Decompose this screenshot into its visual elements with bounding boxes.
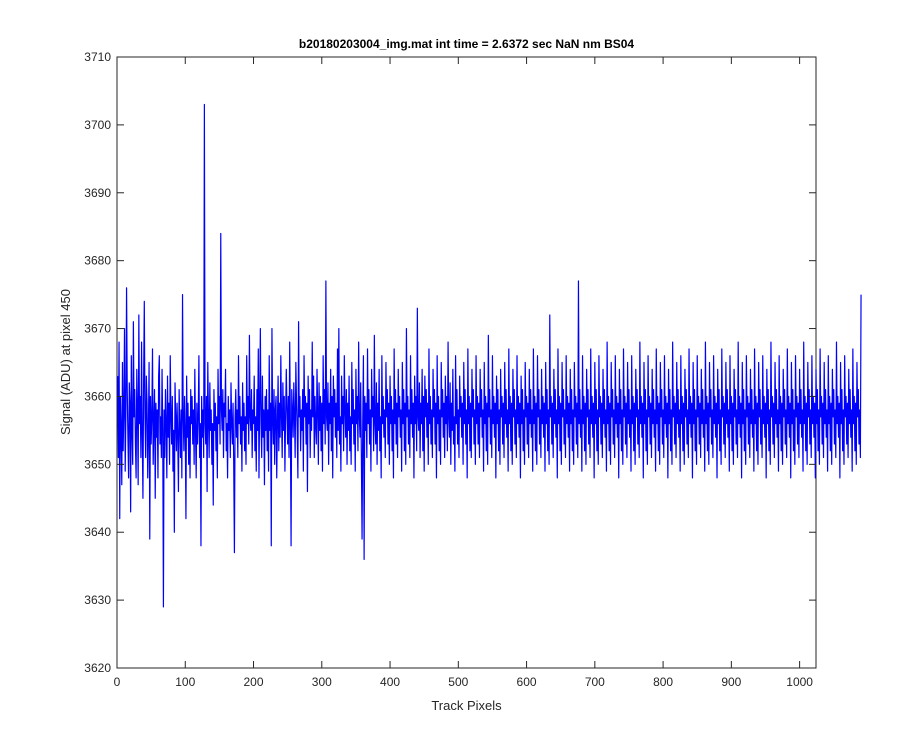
x-tick-label: 500 — [448, 675, 468, 689]
y-tick-label: 3660 — [84, 389, 111, 403]
y-tick-label: 3710 — [84, 50, 111, 64]
y-tick-label: 3690 — [84, 186, 111, 200]
y-tick-label: 3650 — [84, 457, 111, 471]
x-axis-label: Track Pixels — [431, 698, 502, 713]
x-tick-label: 0 — [114, 675, 121, 689]
x-tick-label: 100 — [175, 675, 195, 689]
x-tick-label: 900 — [721, 675, 741, 689]
y-tick-label: 3680 — [84, 254, 111, 268]
tick-layer: 0 100 200 300 400 500 600 700 800 900 1000 3620 3630… — [84, 50, 816, 689]
series-layer — [117, 103, 862, 608]
x-tick-label: 600 — [517, 675, 537, 689]
y-tick-label: 3620 — [84, 661, 111, 675]
y-tick-label: 3640 — [84, 525, 111, 539]
x-tick-label: 700 — [585, 675, 605, 689]
y-tick-label: 3630 — [84, 593, 111, 607]
x-tick-label: 200 — [244, 675, 264, 689]
x-tick-label: 300 — [312, 675, 332, 689]
y-tick-label: 3700 — [84, 118, 111, 132]
x-tick-label: 400 — [380, 675, 400, 689]
x-tick-label: 800 — [653, 675, 673, 689]
y-tick-label: 3670 — [84, 322, 111, 336]
y-axis-label: Signal (ADU) at pixel 450 — [58, 289, 73, 435]
axes-box — [116, 56, 817, 669]
series-line-1 — [117, 103, 862, 608]
x-tick-label: 1000 — [786, 675, 813, 689]
chart-title: b20180203004_img.mat int time = 2.6372 s… — [299, 37, 635, 51]
